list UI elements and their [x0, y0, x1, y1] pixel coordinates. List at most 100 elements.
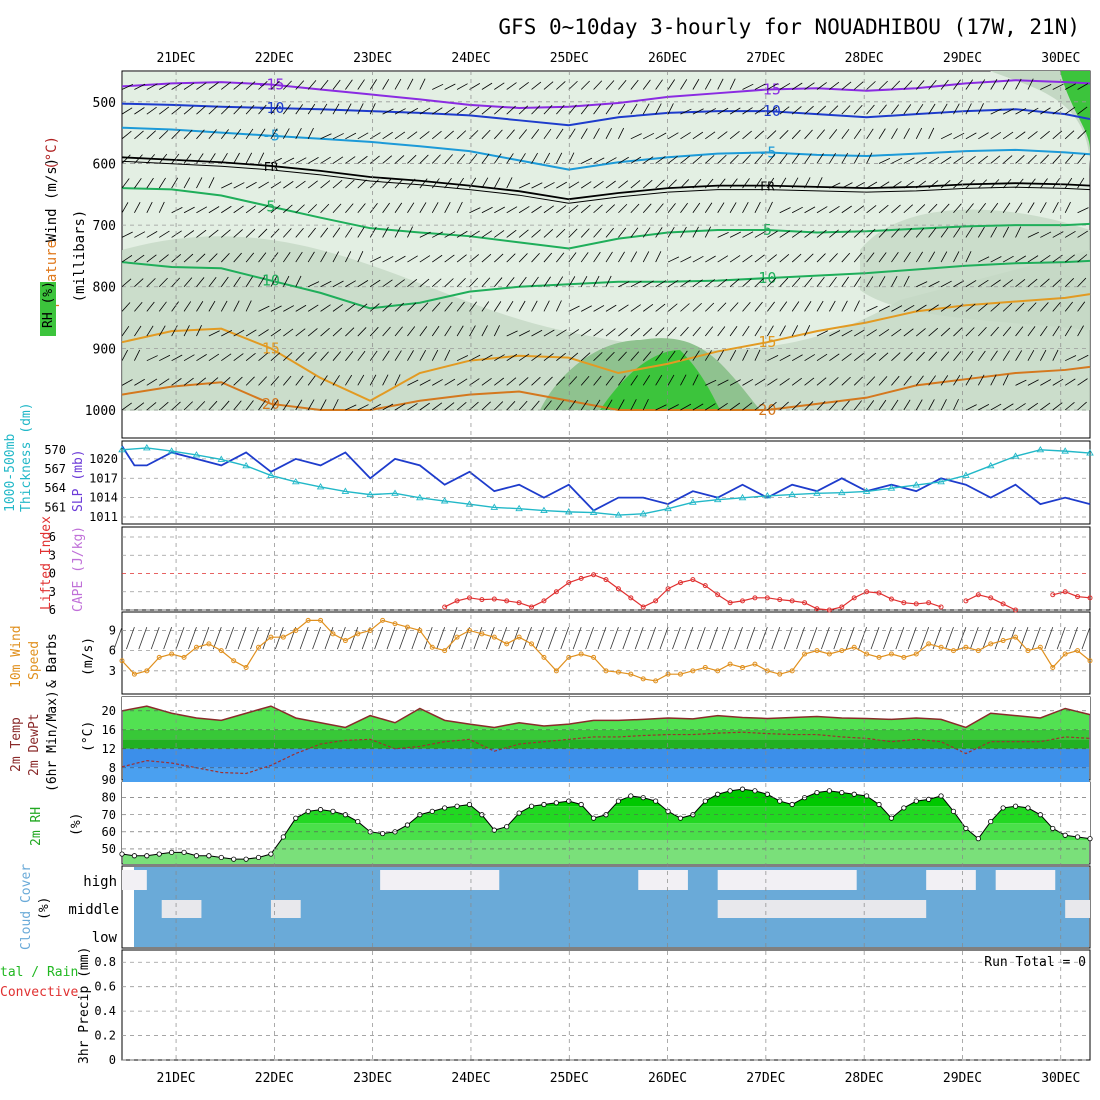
upper-wind-barb [419, 202, 427, 213]
rh2m-point [615, 798, 622, 804]
upper-wind-barb [419, 255, 431, 263]
rh-shade-green [600, 350, 720, 410]
upper-wind-barb [1064, 230, 1076, 238]
upper-wind-barb [518, 182, 531, 189]
upper-wind-barb [245, 352, 256, 362]
upper-wind-barb [742, 278, 752, 288]
upper-wind-barb [369, 326, 379, 337]
upper-wind-barb [829, 353, 840, 362]
upper-wind-barb [779, 401, 789, 411]
upper-wind-barb [407, 403, 418, 411]
wind-speed-point [218, 648, 224, 654]
upper-wind-barb [866, 400, 875, 411]
upper-wind-barb [593, 204, 603, 214]
upper-wind-barb [655, 156, 666, 164]
upper-wind-barb [469, 207, 481, 214]
upper-wind-barb [878, 228, 888, 238]
upper-wind-barb [630, 103, 638, 115]
upper-wind-barb [977, 203, 986, 214]
upper-wind-barb [481, 230, 493, 238]
lifted-index-point [938, 604, 944, 610]
upper-wind-barb [543, 152, 551, 164]
upper-wind-barb [841, 276, 849, 287]
upper-wind-barb [556, 352, 566, 362]
upper-wind-barb [295, 204, 305, 214]
upper-wind-barb [1077, 277, 1087, 288]
surface-wind-barb [510, 626, 520, 650]
upper-wind-barb [965, 227, 973, 238]
upper-wind-barb [580, 80, 590, 90]
upper-wind-barb [618, 203, 628, 214]
upper-wind-barb [990, 256, 1002, 263]
upper-wind-barb [1040, 84, 1052, 90]
upper-wind-barb [593, 328, 604, 337]
upper-wind-barb [692, 155, 703, 164]
bottom-date-label: 25DEC [550, 1071, 589, 1086]
upper-wind-barb [928, 203, 938, 214]
rh2m-point [404, 822, 411, 828]
upper-wind-barb [829, 330, 841, 337]
upper-wind-barb [791, 325, 799, 337]
thickness-marker [1086, 449, 1094, 456]
rh-tick-label: 60 [102, 825, 116, 839]
upper-wind-barb [345, 79, 353, 90]
upper-wind-barb [704, 350, 712, 361]
upper-wind-barb [171, 129, 181, 140]
upper-wind-barb [332, 351, 342, 361]
upper-wind-barb [121, 202, 129, 213]
upper-wind-barb [382, 256, 394, 263]
upper-wind-barb [382, 108, 394, 115]
upper-wind-barb [1052, 278, 1062, 288]
thickness-marker [564, 508, 573, 515]
upper-wind-barb [829, 129, 838, 140]
upper-wind-barb [804, 206, 816, 214]
upper-wind-barb [642, 303, 654, 312]
wind-speed-point [926, 641, 932, 647]
thickness-marker [664, 504, 672, 512]
upper-wind-barb [593, 180, 604, 189]
label-millibars: (millibars) [72, 210, 88, 303]
upper-wind-barb [1015, 78, 1022, 90]
surface-wind-barb [473, 626, 483, 650]
upper-wind-barb [580, 228, 590, 238]
rh2m-point [938, 793, 944, 799]
wind-speed-point [752, 661, 758, 667]
lifted-index-point [876, 590, 882, 596]
surface-wind-barb [907, 626, 917, 650]
upper-wind-barb [804, 277, 813, 287]
upper-wind-barb [320, 304, 331, 312]
upper-wind-barb [829, 276, 837, 287]
upper-wind-barb [543, 400, 552, 411]
top-date-label: 30DEC [1041, 51, 1080, 66]
wind-tick-label: 9 [109, 623, 116, 637]
wind-speed-point [417, 627, 423, 633]
upper-wind-barb [767, 254, 777, 263]
bottom-date-label: 26DEC [648, 1071, 687, 1086]
thickness-marker [267, 471, 275, 478]
cloud-mid-clear [161, 900, 202, 918]
upper-wind-barb [208, 253, 218, 263]
upper-wind-barb [208, 276, 217, 287]
upper-wind-barb [779, 354, 791, 362]
surface-wind-barb [299, 626, 309, 650]
upper-wind-barb [171, 106, 182, 115]
upper-wind-barb [866, 228, 876, 238]
surface-wind-barb [746, 626, 756, 650]
upper-wind-barb [431, 325, 440, 337]
upper-wind-barb [717, 78, 724, 90]
wind-speed-point [380, 617, 386, 623]
upper-wind-barb [283, 305, 295, 312]
upper-wind-barb [394, 350, 402, 361]
wind-tick-label: 3 [109, 664, 116, 678]
rh-mask [122, 782, 1090, 860]
upper-wind-barb [444, 231, 456, 238]
upper-wind-barb [903, 251, 911, 263]
upper-wind-barb [568, 276, 576, 287]
upper-wind-barb [928, 351, 938, 361]
surface-wind-barb [436, 626, 446, 650]
upper-wind-barb [1077, 177, 1085, 189]
wind-speed-point [802, 651, 808, 657]
surface-wind-barb [1031, 626, 1041, 650]
upper-wind-barb [692, 108, 704, 115]
upper-wind-barb [816, 153, 824, 164]
